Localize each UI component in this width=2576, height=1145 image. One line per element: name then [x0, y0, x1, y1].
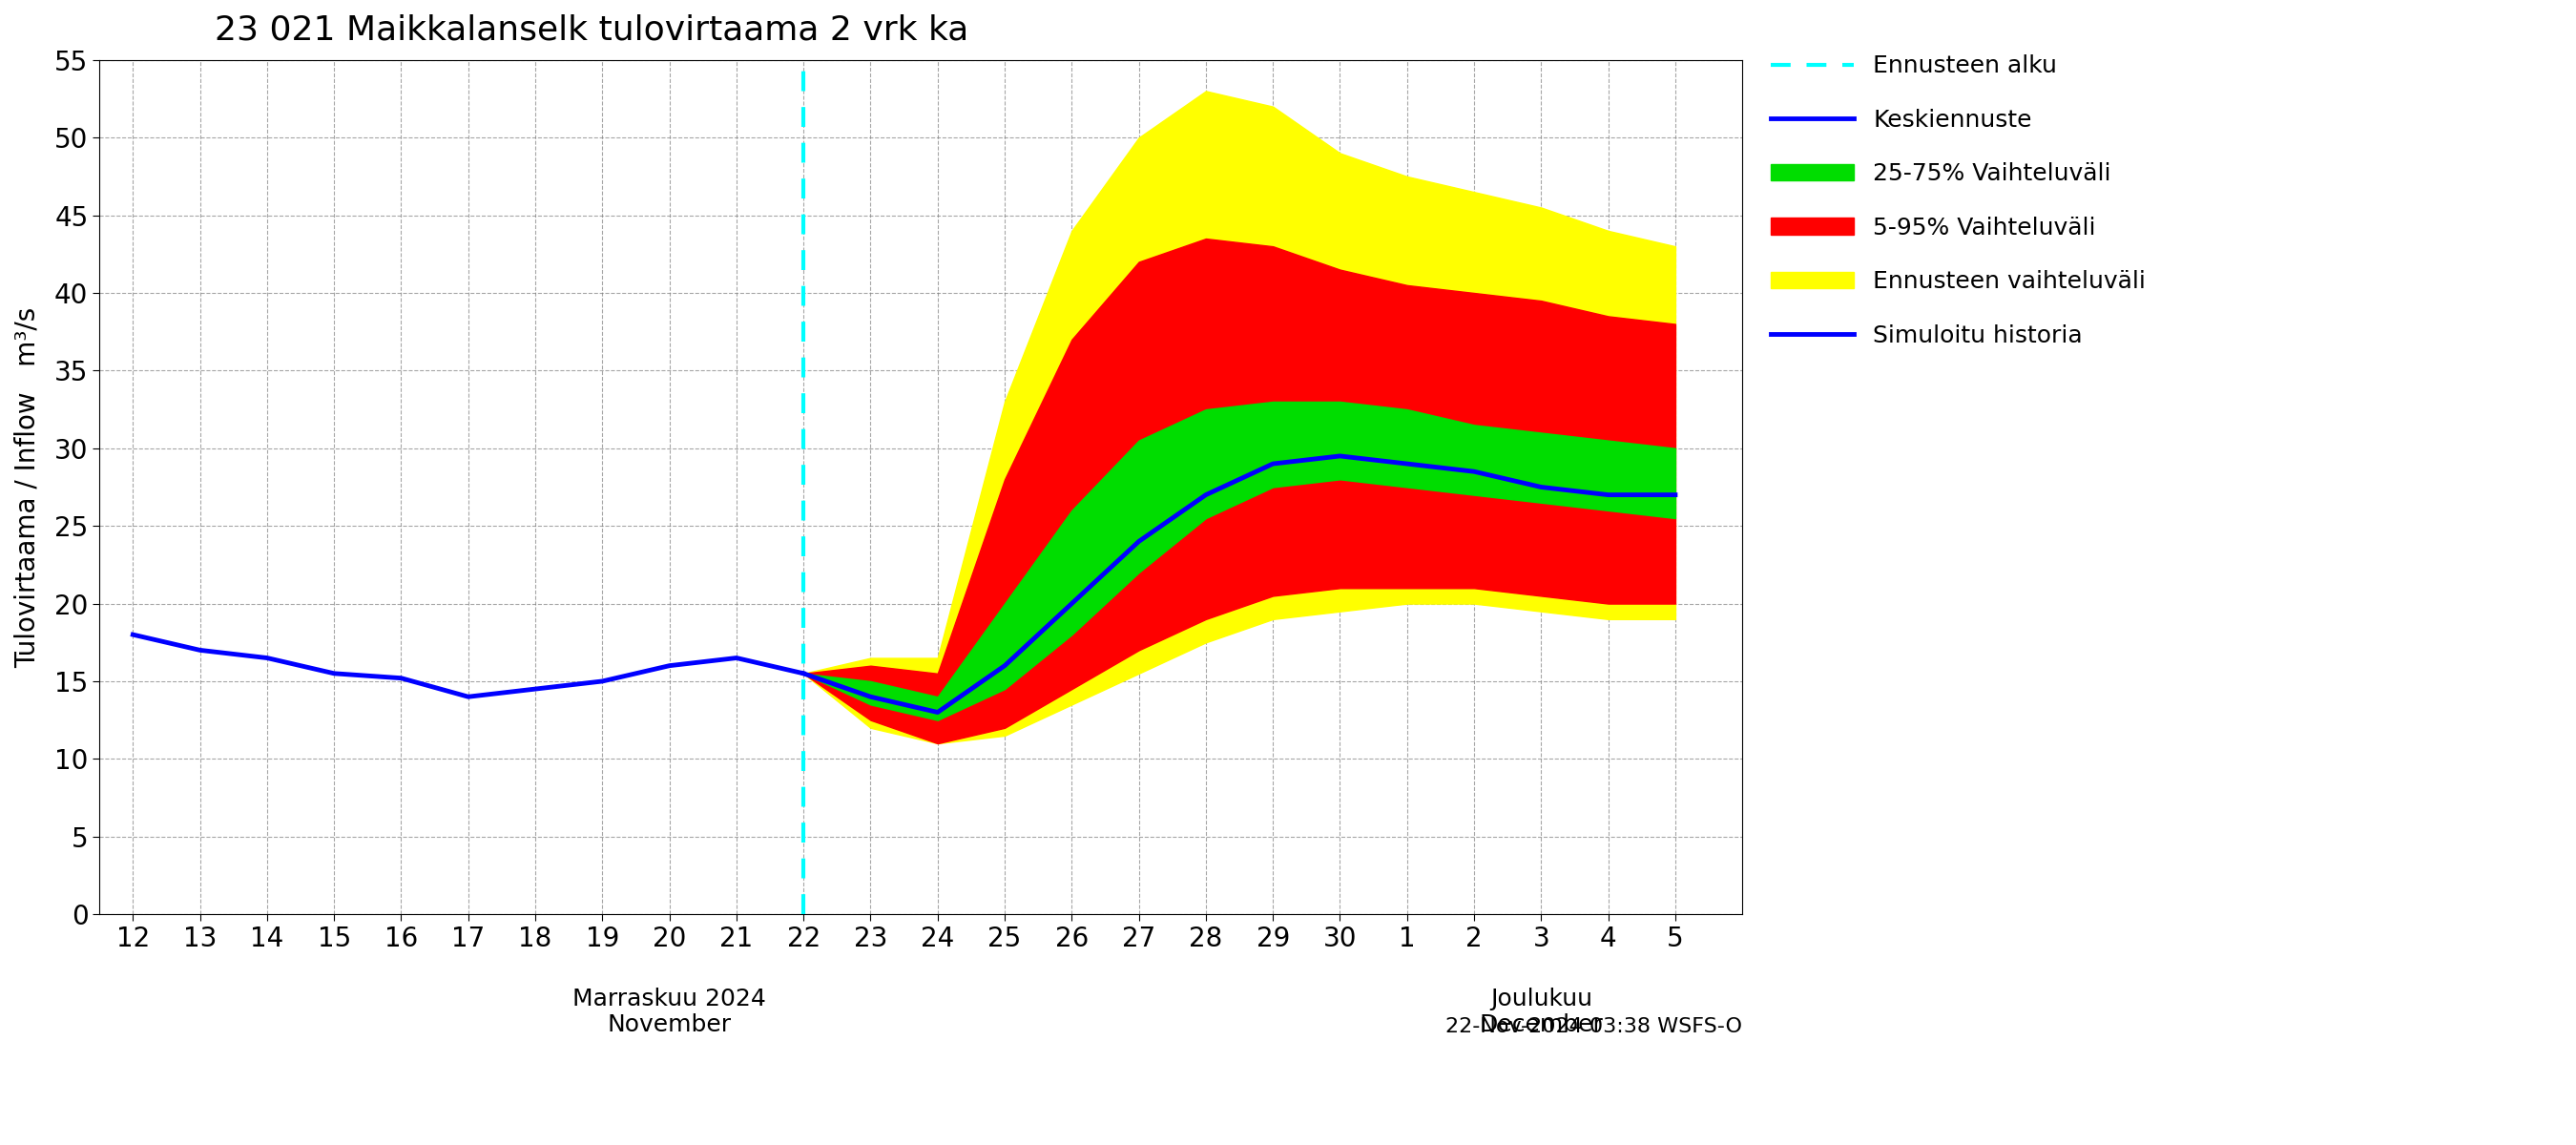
Text: 22-Nov-2024 03:38 WSFS-O: 22-Nov-2024 03:38 WSFS-O: [1445, 1017, 1741, 1036]
Legend: Ennusteen alku, Keskiennuste, 25-75% Vaihteluväli, 5-95% Vaihteluväli, Ennusteen: Ennusteen alku, Keskiennuste, 25-75% Vai…: [1770, 55, 2146, 347]
Text: 23 021 Maikkalanselk tulovirtaama 2 vrk ka: 23 021 Maikkalanselk tulovirtaama 2 vrk …: [214, 14, 969, 47]
Y-axis label: Tulovirtaama / Inflow   m³/s: Tulovirtaama / Inflow m³/s: [15, 307, 41, 668]
Text: Marraskuu 2024
November: Marraskuu 2024 November: [572, 987, 765, 1036]
Text: Joulukuu
December: Joulukuu December: [1479, 987, 1602, 1036]
